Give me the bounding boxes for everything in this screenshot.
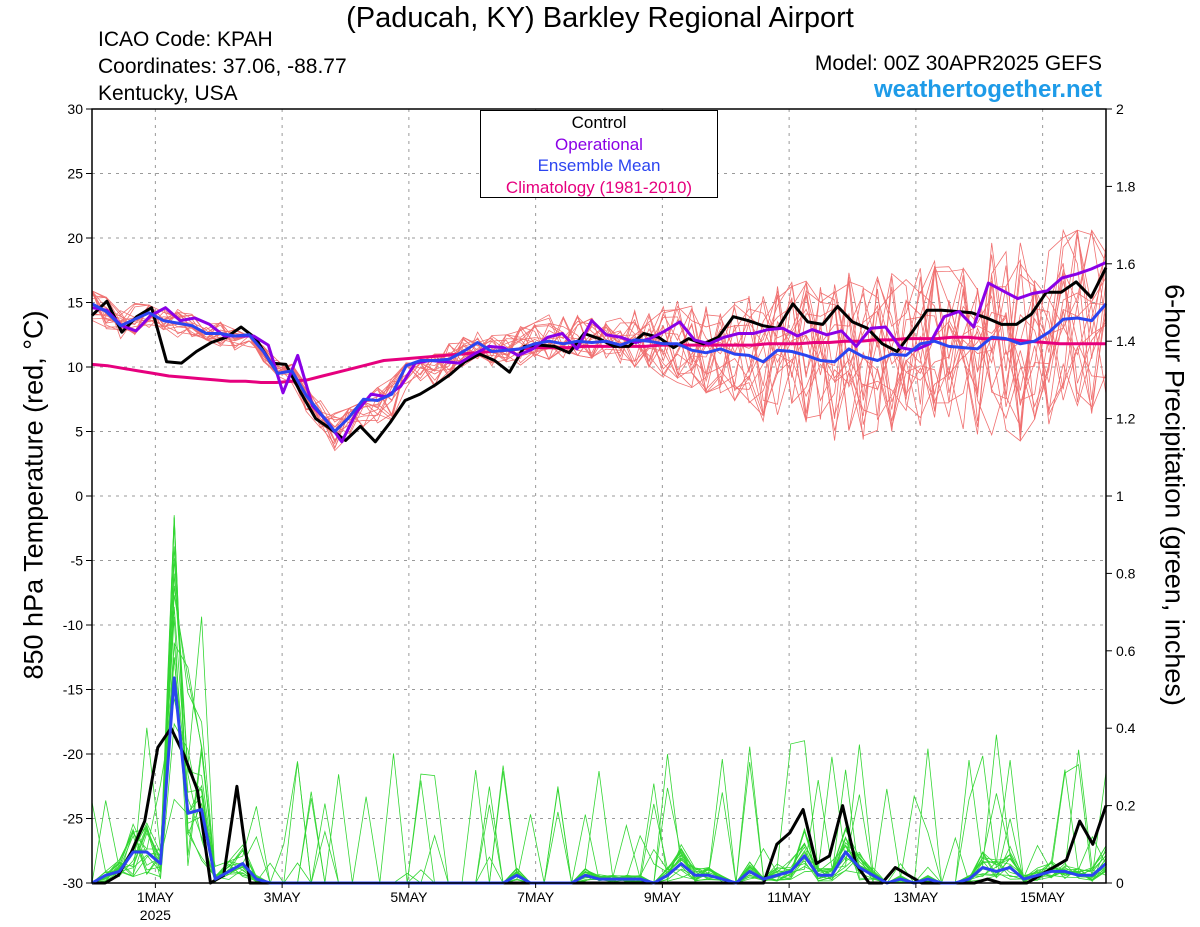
icao-code: ICAO Code: KPAH bbox=[98, 28, 273, 51]
tick-label-left: -10 bbox=[63, 617, 83, 633]
tick-label-left: 20 bbox=[67, 230, 83, 246]
tick-label-x: 1MAY bbox=[137, 889, 175, 905]
legend: Control Operational Ensemble Mean Climat… bbox=[480, 110, 718, 198]
tick-label-x: 5MAY bbox=[390, 889, 428, 905]
tick-label-left: 0 bbox=[75, 488, 83, 504]
tick-label-x: 15MAY bbox=[1020, 889, 1066, 905]
axis-ticks: 302520151050-5-10-15-20-25-3021.81.61.41… bbox=[63, 101, 1136, 923]
ensemble-mean-temp-line bbox=[91, 302, 1108, 433]
series-lines bbox=[90, 261, 1108, 885]
tick-label-left: 25 bbox=[67, 166, 83, 182]
model-run: Model: 00Z 30APR2025 GEFS bbox=[814, 52, 1102, 75]
legend-entry-control: Control bbox=[571, 113, 627, 132]
tick-label-right: 1.4 bbox=[1116, 333, 1136, 349]
coordinates: Coordinates: 37.06, -88.77 bbox=[98, 55, 347, 78]
control-precip-line bbox=[92, 726, 1108, 885]
page-title: (Paducah, KY) Barkley Regional Airport bbox=[346, 2, 854, 34]
tick-label-right: 2 bbox=[1116, 101, 1124, 117]
tick-label-left: 15 bbox=[67, 295, 83, 311]
precip-member-line bbox=[91, 517, 1107, 884]
tick-label-x: 11MAY bbox=[767, 889, 811, 905]
tick-label-left: -5 bbox=[71, 553, 84, 569]
tick-label-x: 3MAY bbox=[264, 889, 302, 905]
tick-label-right: 1.8 bbox=[1116, 178, 1136, 194]
region: Kentucky, USA bbox=[98, 82, 238, 105]
tick-sublabel-x: 2025 bbox=[140, 907, 171, 923]
temp-member-line bbox=[91, 265, 1107, 445]
tick-label-x: 7MAY bbox=[517, 889, 555, 905]
y-axis-label-right: 6-hour Precipitation (green, inches) bbox=[1159, 284, 1190, 706]
tick-label-left: -25 bbox=[63, 811, 83, 827]
site-link[interactable]: weathertogether.net bbox=[873, 76, 1102, 103]
tick-label-left: 30 bbox=[67, 101, 83, 117]
tick-label-left: -30 bbox=[63, 875, 83, 891]
tick-label-right: 0.4 bbox=[1116, 720, 1136, 736]
tick-label-x: 13MAY bbox=[893, 889, 939, 905]
tick-label-x: 9MAY bbox=[644, 889, 682, 905]
tick-label-right: 0.2 bbox=[1116, 798, 1136, 814]
gridlines bbox=[92, 109, 1106, 883]
tick-label-left: -15 bbox=[63, 682, 83, 698]
precip-member-line bbox=[91, 517, 1107, 884]
precip-member-line bbox=[91, 722, 1107, 884]
tick-label-right: 1 bbox=[1116, 488, 1124, 504]
ensemble-mean-precip-line bbox=[91, 676, 1107, 885]
operational-temp-line bbox=[91, 261, 1107, 444]
control-temp-line bbox=[90, 267, 1108, 444]
tick-label-left: -20 bbox=[63, 746, 83, 762]
temp-member-line bbox=[91, 267, 1107, 449]
tick-label-right: 1.6 bbox=[1116, 256, 1136, 272]
tick-label-right: 1.2 bbox=[1116, 411, 1136, 427]
legend-entry-operational: Operational bbox=[555, 134, 643, 154]
legend-entry-ensemble-mean: Ensemble Mean bbox=[537, 156, 661, 175]
legend-entry-climatology: Climatology (1981-2010) bbox=[505, 177, 693, 197]
tick-label-left: 10 bbox=[67, 359, 83, 375]
tick-label-right: 0.6 bbox=[1116, 643, 1136, 659]
tick-label-right: 0 bbox=[1116, 875, 1124, 891]
climatology-1981-2010-temp-line bbox=[91, 335, 1106, 384]
tick-label-right: 0.8 bbox=[1116, 565, 1136, 581]
precip-member-line bbox=[91, 515, 1107, 884]
temp-member-line bbox=[91, 262, 1107, 450]
y-axis-label-left: 850 hPa Temperature (red, °C) bbox=[18, 310, 49, 680]
tick-label-left: 5 bbox=[75, 424, 83, 440]
